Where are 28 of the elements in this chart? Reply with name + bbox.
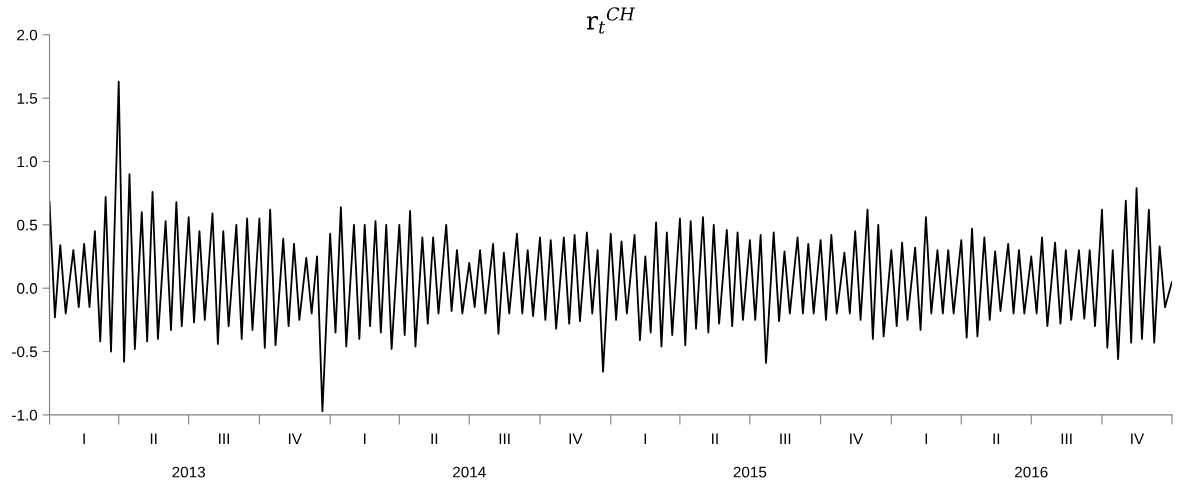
text: I: [644, 433, 647, 445]
text: I: [364, 433, 366, 445]
text: II: [431, 433, 438, 445]
x-tick-label: 2013: [172, 466, 205, 478]
text: III: [780, 433, 791, 445]
text: I: [83, 433, 85, 445]
text: III: [1061, 433, 1072, 445]
y-tick-label: 0.0: [17, 283, 38, 294]
y-tick-label: 1.5: [17, 93, 38, 104]
text: III: [499, 433, 510, 445]
x-tick-label: 2015: [733, 466, 767, 478]
text: IV: [288, 433, 302, 445]
text: II: [712, 433, 718, 445]
y-tick-label: -0.5: [12, 346, 38, 358]
text: I: [925, 433, 928, 445]
x-tick-label: 2016: [1015, 466, 1048, 478]
y-tick-label: 0.5: [17, 219, 38, 231]
text: II: [150, 433, 157, 445]
y-tick-label: 1.0: [17, 156, 38, 168]
text: II: [993, 433, 1000, 445]
chart-title: r$_{t}$$^{CH}$: [586, 7, 635, 34]
text: IV: [569, 433, 583, 445]
y-tick-label: -1.0: [12, 409, 38, 421]
x-tick-label: 2014: [453, 466, 486, 478]
text: IV: [1131, 433, 1145, 445]
text: IV: [850, 433, 864, 445]
text: III: [219, 433, 229, 445]
y-tick-label: 2.0: [17, 29, 38, 41]
